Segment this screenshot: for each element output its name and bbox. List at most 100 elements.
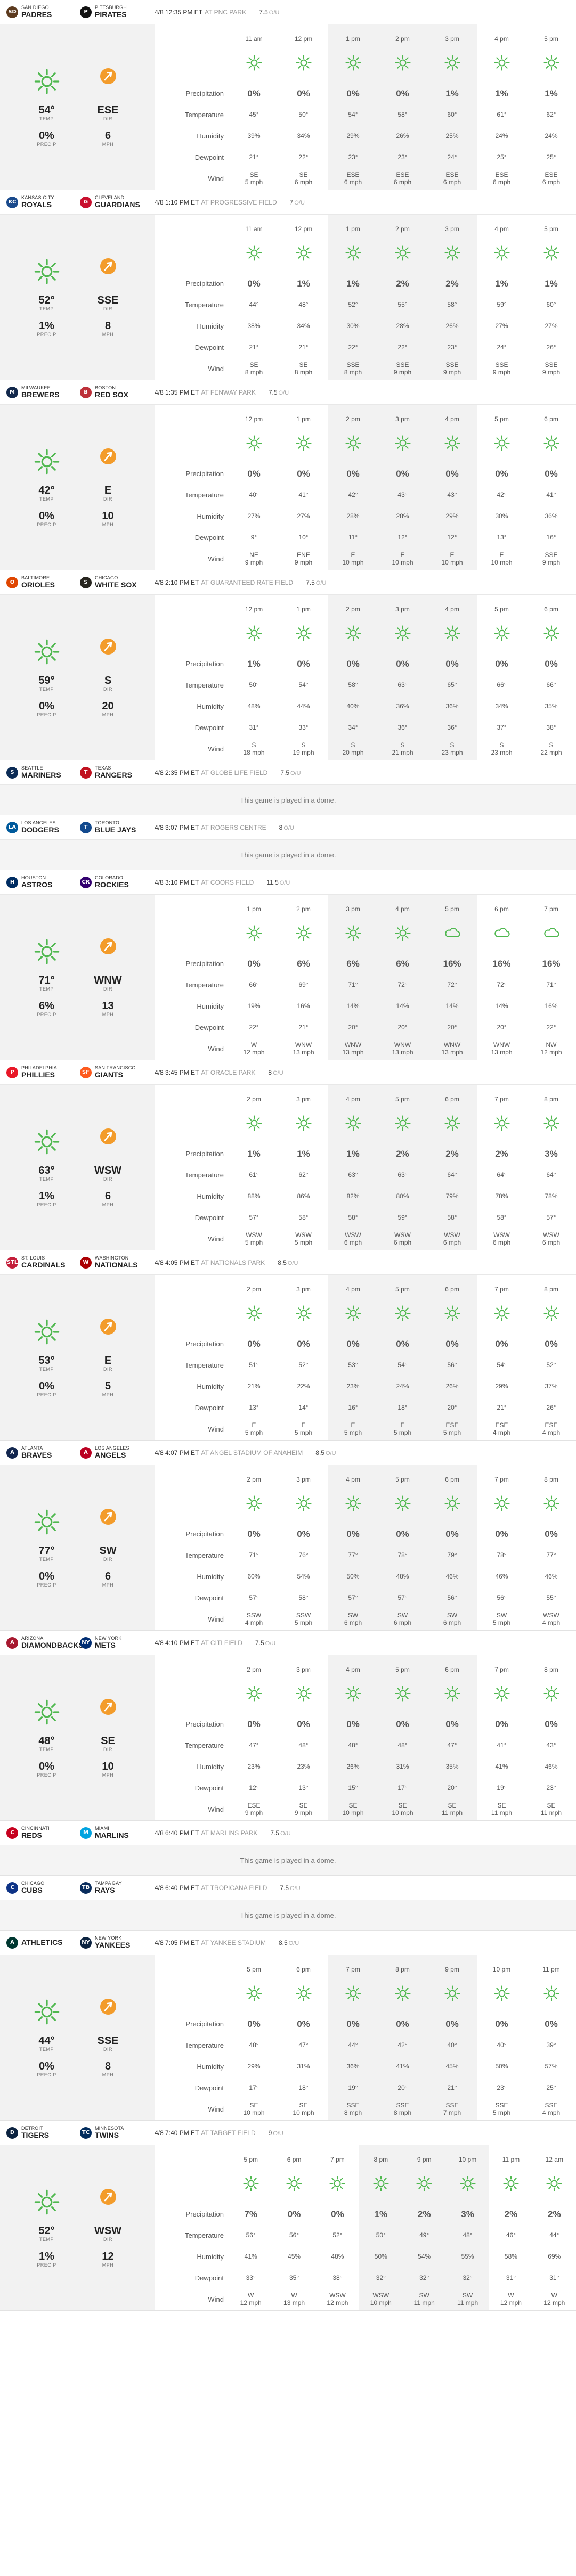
matchup[interactable]: STL ST. LOUIS CARDINALS W WASHINGTON NATIONAL… bbox=[0, 1255, 155, 1269]
away-team[interactable]: C CHICAGO CUBS bbox=[6, 1880, 80, 1894]
home-team-logo-icon: CR bbox=[80, 876, 92, 888]
home-team[interactable]: M MIAMI MARLINS bbox=[80, 1826, 153, 1839]
away-team[interactable]: A ATHLETICS bbox=[6, 1936, 80, 1949]
matchup[interactable]: S SEATTLE MARINERS T TEXAS RANGERS bbox=[0, 765, 155, 779]
ballpark-link[interactable]: AT ANGEL STADIUM OF ANAHEIM bbox=[201, 1449, 303, 1457]
dewpoint-value: 18° bbox=[298, 2084, 309, 2092]
forecast-page: SD SAN DIEGO PADRES P PITTSBURGH PIRATES 4/8 1… bbox=[0, 5, 576, 2311]
ballpark-link[interactable]: AT FENWAY PARK bbox=[201, 388, 256, 396]
ballpark-link[interactable]: AT ROGERS CENTRE bbox=[201, 823, 266, 831]
ballpark-link[interactable]: AT NATIONALS PARK bbox=[201, 1258, 265, 1266]
humidity-value: 78% bbox=[495, 1192, 508, 1200]
matchup[interactable]: P PHILADELPHIA PHILLIES SF SAN FRANCISCO GIAN… bbox=[0, 1065, 155, 1078]
ballpark-link[interactable]: AT CITI FIELD bbox=[201, 1639, 242, 1647]
home-team[interactable]: NY NEW YORK METS bbox=[80, 1635, 153, 1649]
row-label: Temperature bbox=[185, 681, 224, 689]
summary-precip-value: 0% bbox=[39, 510, 54, 522]
dewpoint-value: 21° bbox=[249, 153, 259, 161]
wind-value: ESE 4 mph bbox=[526, 1419, 576, 1440]
matchup[interactable]: C CINCINNATI REDS M MIAMI MARLINS bbox=[0, 1826, 155, 1839]
home-team[interactable]: W WASHINGTON NATIONALS bbox=[80, 1255, 153, 1269]
matchup[interactable]: H HOUSTON ASTROS CR COLORADO ROCKIES bbox=[0, 875, 155, 888]
ballpark-link[interactable]: AT GLOBE LIFE FIELD bbox=[201, 768, 268, 776]
row-label: Wind bbox=[208, 1235, 224, 1243]
ballpark-link[interactable]: AT TROPICANA FIELD bbox=[201, 1884, 267, 1892]
sun-icon bbox=[378, 423, 427, 463]
wind-direction: SE bbox=[299, 1802, 308, 1810]
hour-time: 12 pm bbox=[294, 225, 313, 233]
away-team[interactable]: KC KANSAS CITY ROYALS bbox=[6, 195, 80, 208]
away-team[interactable]: O BALTIMORE ORIOLES bbox=[6, 575, 80, 588]
game-header: C CHICAGO CUBS TB TAMPA BAY RAYS 4/8 6:40 PM E… bbox=[0, 1876, 576, 1900]
summary-temp-value: 52° bbox=[38, 295, 55, 306]
home-team[interactable]: T TORONTO BLUE JAYS bbox=[80, 820, 153, 833]
ballpark-link[interactable]: AT COORS FIELD bbox=[201, 878, 254, 886]
matchup[interactable]: A ATLANTA BRAVES A LOS ANGELES ANGELS bbox=[0, 1445, 155, 1459]
away-team[interactable]: P PHILADELPHIA PHILLIES bbox=[6, 1065, 80, 1078]
sun-icon bbox=[279, 233, 328, 273]
home-team[interactable]: CR COLORADO ROCKIES bbox=[80, 875, 153, 888]
matchup[interactable]: O BALTIMORE ORIOLES S CHICAGO WHITE SOX bbox=[0, 575, 155, 588]
sun-icon bbox=[533, 2163, 576, 2204]
sun-icon bbox=[229, 1673, 279, 1714]
home-team[interactable]: NY NEW YORK YANKEES bbox=[80, 1935, 153, 1949]
wind-speed: 11 mph bbox=[441, 1809, 463, 1817]
home-team[interactable]: A LOS ANGELES ANGELS bbox=[80, 1445, 153, 1459]
matchup[interactable]: M MILWAUKEE BREWERS B BOSTON RED SOX bbox=[0, 385, 155, 398]
hour-column: 4 pm 1% 59° 27% 24° SSE 9 mph bbox=[477, 215, 526, 380]
summary-sun-icon bbox=[16, 67, 77, 96]
matchup[interactable]: LA LOS ANGELES DODGERS T TORONTO BLUE JAYS bbox=[0, 820, 155, 833]
summary-precip-label: PRECIP bbox=[37, 332, 56, 337]
away-team[interactable]: D DETROIT TIGERS bbox=[6, 2125, 80, 2139]
precip-value: 1% bbox=[495, 279, 508, 289]
matchup[interactable]: A ARIZONA DIAMONDBACKS NY NEW YORK METS bbox=[0, 1635, 155, 1649]
temp-value: 42° bbox=[397, 2041, 408, 2049]
ballpark-link[interactable]: AT PNC PARK bbox=[205, 8, 247, 16]
wind-value: SSE 7 mph bbox=[427, 2099, 477, 2120]
row-label: Temperature bbox=[185, 1551, 224, 1559]
away-team[interactable]: H HOUSTON ASTROS bbox=[6, 875, 80, 888]
ballpark-link[interactable]: AT MARLINS PARK bbox=[201, 1829, 258, 1837]
away-team[interactable]: A ATLANTA BRAVES bbox=[6, 1445, 80, 1459]
game-header: A ARIZONA DIAMONDBACKS NY NEW YORK METS 4/8 4:… bbox=[0, 1631, 576, 1655]
away-team[interactable]: S SEATTLE MARINERS bbox=[6, 765, 80, 779]
temp-value: 43° bbox=[447, 491, 457, 499]
matchup[interactable]: KC KANSAS CITY ROYALS G CLEVELAND GUARDIANS bbox=[0, 195, 155, 208]
away-team[interactable]: A ARIZONA DIAMONDBACKS bbox=[6, 1635, 84, 1649]
matchup[interactable]: D DETROIT TIGERS TC MINNESOTA TWINS bbox=[0, 2125, 155, 2139]
ballpark-link[interactable]: AT YANKEE STADIUM bbox=[201, 1939, 266, 1947]
home-team[interactable]: T TEXAS RANGERS bbox=[80, 765, 153, 779]
wind-value: ESE 9 mph bbox=[229, 1799, 279, 1820]
home-team[interactable]: G CLEVELAND GUARDIANS bbox=[80, 195, 153, 208]
matchup[interactable]: C CHICAGO CUBS TB TAMPA BAY RAYS bbox=[0, 1880, 155, 1894]
matchup[interactable]: A ATHLETICS NY NEW YORK YANKEES bbox=[0, 1935, 155, 1949]
dome-notice: This game is played in a dome. bbox=[0, 1900, 576, 1930]
ballpark-link[interactable]: AT TARGET FIELD bbox=[201, 2129, 256, 2137]
ballpark-link[interactable]: AT PROGRESSIVE FIELD bbox=[201, 198, 277, 206]
wind-direction: S bbox=[499, 741, 504, 749]
home-team[interactable]: SF SAN FRANCISCO GIANTS bbox=[80, 1065, 153, 1078]
away-team[interactable]: M MILWAUKEE BREWERS bbox=[6, 385, 80, 398]
away-team[interactable]: LA LOS ANGELES DODGERS bbox=[6, 820, 80, 833]
home-team[interactable]: P PITTSBURGH PIRATES bbox=[80, 5, 153, 18]
row-label: Temperature bbox=[185, 301, 224, 309]
ballpark-link[interactable]: AT ORACLE PARK bbox=[201, 1068, 256, 1076]
away-team-name: ST. LOUIS CARDINALS bbox=[21, 1255, 65, 1269]
game-block: C CHICAGO CUBS TB TAMPA BAY RAYS 4/8 6:40 PM E… bbox=[0, 1876, 576, 1931]
home-team[interactable]: TC MINNESOTA TWINS bbox=[80, 2125, 153, 2139]
home-team[interactable]: S CHICAGO WHITE SOX bbox=[80, 575, 153, 588]
team-nickname: MARLINS bbox=[95, 1830, 129, 1839]
matchup[interactable]: SD SAN DIEGO PADRES P PITTSBURGH PIRATES bbox=[0, 5, 155, 18]
temp-value: 60° bbox=[546, 301, 556, 309]
home-team[interactable]: B BOSTON RED SOX bbox=[80, 385, 153, 398]
home-team[interactable]: TB TAMPA BAY RAYS bbox=[80, 1880, 153, 1894]
wind-direction: WSW bbox=[372, 2292, 390, 2300]
away-team[interactable]: STL ST. LOUIS CARDINALS bbox=[6, 1255, 80, 1269]
away-team[interactable]: SD SAN DIEGO PADRES bbox=[6, 5, 80, 18]
home-team-name: SAN FRANCISCO GIANTS bbox=[95, 1065, 136, 1078]
summary-temp: 63° TEMP bbox=[16, 1165, 77, 1182]
hour-time: 6 pm bbox=[445, 1286, 459, 1293]
ballpark-link[interactable]: AT GUARANTEED RATE FIELD bbox=[201, 578, 294, 586]
away-team[interactable]: C CINCINNATI REDS bbox=[6, 1826, 80, 1839]
game-header: O BALTIMORE ORIOLES S CHICAGO WHITE SOX 4/8 2:… bbox=[0, 570, 576, 595]
